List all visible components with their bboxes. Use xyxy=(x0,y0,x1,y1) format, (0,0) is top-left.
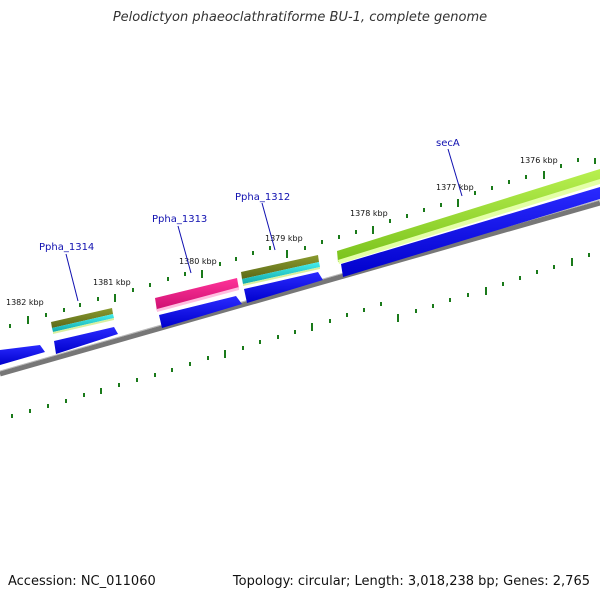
genome-summary-text: Topology: circular; Length: 3,018,238 bp… xyxy=(232,574,590,589)
gene-label-ppha-1312[interactable]: Ppha_1312 xyxy=(235,192,290,203)
cds-feature xyxy=(341,187,600,277)
label-leaders xyxy=(65,148,463,302)
genome-backbone xyxy=(0,200,600,377)
cds-feature xyxy=(159,296,242,328)
scale-label: 1382 kbp xyxy=(6,298,44,307)
lower-tick-row xyxy=(11,253,590,418)
gene-ppha-1313[interactable] xyxy=(155,278,239,312)
cds-feature xyxy=(54,327,118,354)
gene-ppha-1314[interactable] xyxy=(51,308,114,334)
scale-label: 1381 kbp xyxy=(93,278,131,287)
scale-label: 1378 kbp xyxy=(350,209,388,218)
scale-label: 1376 kbp xyxy=(520,156,558,165)
gene-labels: secA Ppha_1312 Ppha_1313 Ppha_1314 xyxy=(39,138,460,253)
cds-track xyxy=(0,187,600,365)
gene-ppha-1312[interactable] xyxy=(241,255,320,286)
gene-label-seca[interactable]: secA xyxy=(436,138,460,149)
scale-label: 1377 kbp xyxy=(436,183,474,192)
map-title: Pelodictyon phaeoclathratiforme BU-1, co… xyxy=(112,10,488,25)
gene-label-ppha-1313[interactable]: Ppha_1313 xyxy=(152,214,207,225)
upper-tick-row xyxy=(9,158,596,328)
scale-label: 1380 kbp xyxy=(179,257,217,266)
cds-feature xyxy=(244,272,323,303)
scale-labels: 1376 kbp 1377 kbp 1378 kbp 1379 kbp 1380… xyxy=(6,156,558,307)
scale-label: 1379 kbp xyxy=(265,234,303,243)
gene-label-ppha-1314[interactable]: Ppha_1314 xyxy=(39,242,94,253)
gene-track xyxy=(51,169,600,334)
accession-text: Accession: NC_011060 xyxy=(8,574,156,589)
gene-seca[interactable] xyxy=(337,169,600,264)
cds-feature xyxy=(0,345,45,365)
